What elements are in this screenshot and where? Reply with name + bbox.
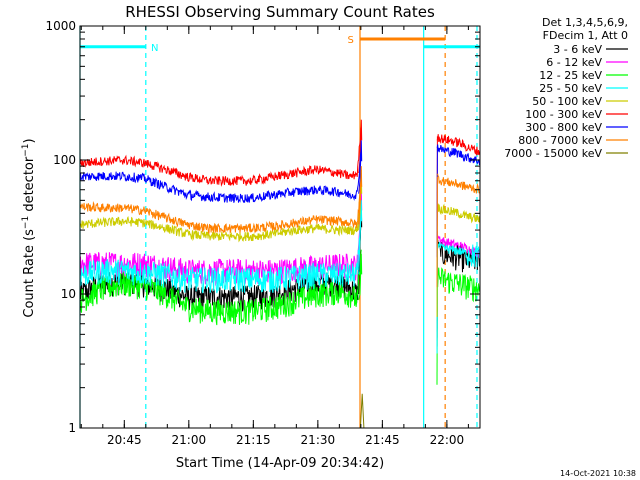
y-axis-label-sup1: −1 bbox=[21, 216, 31, 229]
series-line bbox=[436, 203, 480, 224]
series-line bbox=[79, 149, 362, 203]
y-tick-label: 1 bbox=[68, 421, 76, 435]
series-line bbox=[436, 267, 480, 303]
footer-date: 14-Oct-2021 10:38 bbox=[560, 469, 636, 478]
x-tick-label: 22:00 bbox=[430, 433, 465, 447]
x-tick-label: 21:45 bbox=[365, 433, 400, 447]
series-300-800-keV bbox=[79, 140, 480, 258]
y-axis-label-main: Count Rate (s bbox=[22, 229, 37, 318]
series-line bbox=[358, 200, 363, 275]
series-7000-15000-keV bbox=[359, 393, 365, 429]
y-tick-label: 10 bbox=[61, 287, 76, 301]
legend-entry-label: 300 - 800 keV bbox=[525, 121, 602, 134]
y-axis-label-end: ) bbox=[22, 138, 37, 143]
y-axis-label: Count Rate (s−1 detector−1) bbox=[21, 138, 37, 317]
series-line bbox=[436, 173, 480, 194]
plot-frame bbox=[79, 25, 481, 429]
legend-entry-label: 800 - 7000 keV bbox=[518, 134, 602, 147]
series-line bbox=[79, 177, 362, 243]
series-line bbox=[79, 127, 362, 187]
legend-entry-label: 6 - 12 keV bbox=[546, 56, 602, 69]
x-tick-label: 21:15 bbox=[236, 433, 271, 447]
series-line bbox=[358, 253, 363, 301]
series-line bbox=[359, 393, 365, 429]
series-line bbox=[436, 144, 480, 166]
series-line bbox=[358, 140, 363, 194]
series-line bbox=[79, 169, 362, 234]
series-line bbox=[79, 204, 362, 294]
series-layer bbox=[79, 119, 480, 429]
legend-entry-label: 7000 - 15000 keV bbox=[504, 147, 602, 160]
x-tick-label: 21:00 bbox=[172, 433, 207, 447]
legend-entry-label: 100 - 300 keV bbox=[525, 108, 602, 121]
chart-title: RHESSI Observing Summary Count Rates bbox=[125, 3, 435, 21]
series-line bbox=[436, 134, 480, 156]
flag-label: S bbox=[348, 35, 354, 46]
series-line bbox=[79, 199, 362, 287]
flag-label: N bbox=[151, 43, 158, 54]
series-line bbox=[358, 166, 363, 225]
y-axis-label-mid: detector bbox=[22, 156, 37, 216]
legend-entry-label: 12 - 25 keV bbox=[539, 69, 602, 82]
x-axis-label: Start Time (14-Apr-09 20:34:42) bbox=[176, 456, 384, 471]
series-800-7000-keV bbox=[79, 166, 480, 288]
series-100-300-keV bbox=[79, 119, 480, 247]
legend-entry-label: 50 - 100 keV bbox=[532, 95, 602, 108]
series-25-50-keV bbox=[79, 200, 480, 354]
y-tick-label: 1000 bbox=[45, 19, 76, 33]
axis-layer: 1 10 100 1000 20:45 21:00 21:15 21:30 21:45 22:00 bbox=[45, 19, 480, 447]
legend-header: FDecim 1, Att 0 bbox=[543, 29, 628, 42]
y-tick-label: 100 bbox=[53, 153, 76, 167]
series-line bbox=[436, 241, 480, 268]
series-line bbox=[79, 249, 362, 326]
legend-header: Det 1,3,4,5,6,9, bbox=[542, 16, 628, 29]
x-tick-label: 21:30 bbox=[301, 433, 336, 447]
x-tick-label: 20:45 bbox=[107, 433, 142, 447]
legend-entry-label: 25 - 50 keV bbox=[539, 82, 602, 95]
flag-layer: NS bbox=[80, 35, 480, 54]
y-axis-label-sup2: −1 bbox=[21, 143, 31, 156]
legend: Det 1,3,4,5,6,9,FDecim 1, Att 03 - 6 keV… bbox=[504, 16, 628, 160]
legend-entry-label: 3 - 6 keV bbox=[553, 43, 602, 56]
